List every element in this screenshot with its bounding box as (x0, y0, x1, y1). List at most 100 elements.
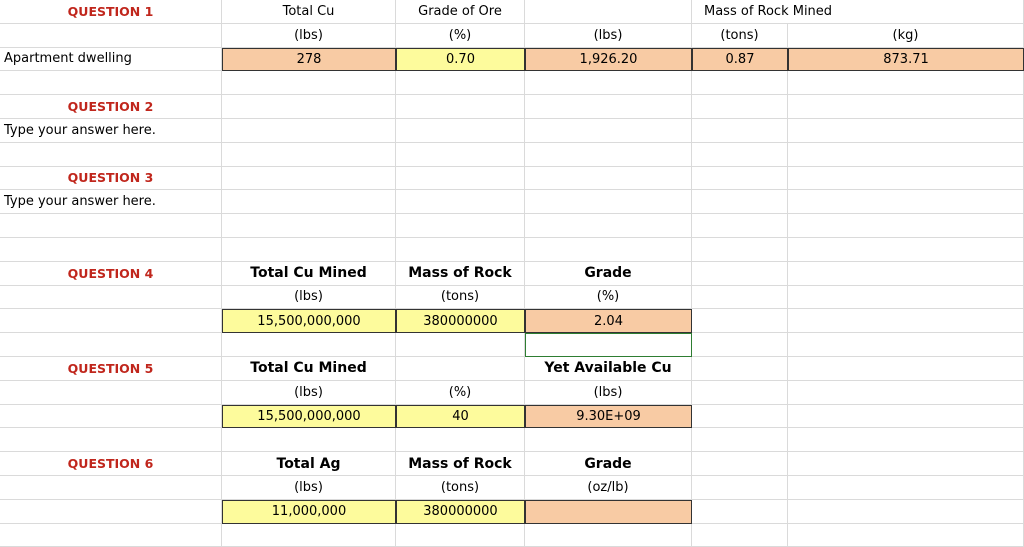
input-cell: 11,000,000 (222, 499, 396, 524)
empty-cell (222, 119, 396, 143)
cell: (%) (525, 285, 692, 310)
cell: Yet Available Cu (525, 357, 692, 381)
empty-cell (692, 357, 788, 381)
empty-cell (788, 285, 1024, 310)
cell: (tons) (692, 23, 788, 48)
empty-cell (788, 333, 1024, 357)
empty-cell (788, 499, 1024, 524)
empty-cell (788, 309, 1024, 334)
input-cell: 873.71 (788, 47, 1024, 72)
input-cell: 15,500,000,000 (222, 309, 396, 334)
cell: (tons) (396, 285, 525, 310)
empty-cell (692, 333, 788, 357)
empty-cell (525, 428, 692, 453)
empty-cell (525, 95, 692, 119)
cell: Grade of Ore (396, 0, 525, 24)
empty-cell (692, 476, 788, 500)
empty-cell (222, 523, 396, 547)
question-label: QUESTION 6 (0, 452, 222, 476)
input-cell: 9.30E+09 (525, 404, 692, 429)
cell: (kg) (788, 23, 1024, 48)
empty-cell (788, 142, 1024, 167)
cell: Mass of Rock (396, 452, 525, 476)
empty-cell (788, 71, 1024, 96)
empty-cell (396, 357, 525, 381)
cell: Total Ag (222, 452, 396, 476)
empty-cell (396, 166, 525, 191)
empty-cell (222, 238, 396, 262)
empty-cell (525, 166, 692, 191)
empty-cell (525, 71, 692, 96)
empty-cell (396, 71, 525, 96)
empty-cell (788, 380, 1024, 405)
empty-cell (525, 119, 692, 143)
empty-cell (525, 0, 692, 24)
question-label: QUESTION 1 (0, 0, 222, 24)
empty-cell (222, 95, 396, 119)
input-cell: 2.04 (525, 309, 692, 334)
cell: (lbs) (222, 380, 396, 405)
empty-cell (525, 142, 692, 167)
empty-cell (222, 71, 396, 96)
question-label: QUESTION 5 (0, 357, 222, 381)
empty-cell (692, 309, 788, 334)
empty-cell (525, 190, 692, 215)
empty-cell (396, 142, 525, 167)
empty-cell (396, 214, 525, 238)
empty-cell (788, 357, 1024, 381)
empty-cell (788, 214, 1024, 238)
question-label: QUESTION 3 (0, 166, 222, 191)
empty-cell (0, 71, 222, 96)
input-cell: 380000000 (396, 309, 525, 334)
empty-cell (525, 238, 692, 262)
empty-cell (222, 166, 396, 191)
cell: Mass of Rock Mined (692, 0, 832, 24)
empty-cell (0, 23, 222, 48)
empty-cell (692, 142, 788, 167)
empty-cell (788, 452, 1024, 476)
empty-cell (0, 214, 222, 238)
empty-cell (692, 190, 788, 215)
empty-cell (692, 71, 788, 96)
input-cell (525, 499, 692, 524)
cell: (oz/lb) (525, 476, 692, 500)
empty-cell (788, 476, 1024, 500)
cell: Grade (525, 261, 692, 286)
empty-cell (0, 499, 222, 524)
empty-cell (0, 238, 222, 262)
empty-cell (788, 190, 1024, 215)
cell: (lbs) (222, 285, 396, 310)
empty-cell (788, 404, 1024, 429)
cell: Mass of Rock (396, 261, 525, 286)
empty-cell (788, 166, 1024, 191)
empty-cell (222, 333, 396, 357)
cell: Type your answer here. (0, 119, 222, 143)
cell: (lbs) (222, 23, 396, 48)
cell: (%) (396, 23, 525, 48)
empty-cell (396, 119, 525, 143)
empty-cell (692, 428, 788, 453)
cell: (tons) (396, 476, 525, 500)
empty-cell (692, 166, 788, 191)
empty-cell (692, 119, 788, 143)
cell: (lbs) (525, 380, 692, 405)
empty-cell (0, 285, 222, 310)
empty-cell (0, 309, 222, 334)
empty-cell (692, 523, 788, 547)
input-cell: 1,926.20 (525, 47, 692, 72)
empty-cell (222, 214, 396, 238)
empty-cell (692, 404, 788, 429)
cell: (lbs) (222, 476, 396, 500)
empty-cell (788, 119, 1024, 143)
empty-cell (692, 452, 788, 476)
cell: Type your answer here. (0, 190, 222, 215)
cell: Total Cu (222, 0, 396, 24)
question-label: QUESTION 4 (0, 261, 222, 286)
empty-cell (396, 190, 525, 215)
cell: (lbs) (525, 23, 692, 48)
empty-cell (0, 404, 222, 429)
empty-cell (0, 523, 222, 547)
empty-cell (788, 428, 1024, 453)
empty-cell (396, 95, 525, 119)
input-cell: 40 (396, 404, 525, 429)
